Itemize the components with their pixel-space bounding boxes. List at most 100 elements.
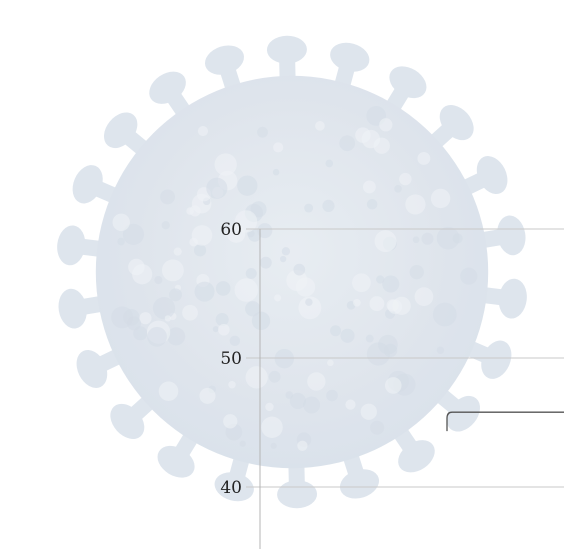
virus-texture — [326, 389, 338, 402]
virus-texture — [227, 224, 246, 243]
virus-texture — [369, 296, 385, 312]
virus-spike-head — [389, 66, 427, 99]
virus-texture — [259, 256, 272, 269]
virus-spike-head — [157, 445, 195, 478]
virus-texture — [186, 207, 194, 215]
virus-texture — [379, 118, 393, 132]
virus-texture — [327, 359, 334, 367]
virus-texture — [189, 237, 199, 247]
virus-texture — [274, 294, 282, 302]
virus-texture — [245, 268, 257, 280]
virus-texture — [228, 381, 236, 389]
virus-texture — [394, 185, 402, 193]
virus-texture — [111, 306, 134, 329]
virus-texture — [225, 423, 243, 441]
virus-texture — [245, 366, 268, 389]
virus-texture — [386, 299, 399, 312]
virus-texture — [191, 193, 212, 214]
virus-texture — [412, 236, 420, 244]
y-tick-label: 40 — [220, 478, 242, 498]
virus-texture — [374, 230, 397, 253]
virus-texture — [257, 223, 273, 239]
virus-texture — [296, 432, 312, 447]
virus-texture — [173, 247, 182, 256]
virus-texture — [293, 263, 306, 276]
virus-texture — [436, 226, 460, 250]
virus-texture — [146, 320, 171, 344]
virus-texture — [366, 106, 387, 126]
virus-illustration — [57, 35, 527, 509]
virus-texture — [285, 391, 294, 399]
virus-body — [95, 75, 489, 469]
virus-texture — [223, 414, 238, 429]
virus-spike-head — [76, 349, 108, 388]
virus-texture — [383, 343, 398, 358]
virus-texture — [307, 372, 326, 391]
virus-texture — [251, 311, 271, 331]
virus-texture — [340, 328, 355, 343]
virus-spike-head — [446, 395, 481, 432]
series-layer — [446, 411, 564, 432]
virus-texture — [384, 377, 402, 394]
virus-texture — [164, 315, 172, 322]
virus-texture — [409, 264, 424, 280]
virus-texture — [297, 440, 308, 451]
virus-texture — [225, 353, 233, 361]
virus-spike-head — [498, 278, 527, 319]
virus-texture — [289, 392, 307, 410]
virus-texture — [361, 129, 381, 149]
virus-texture — [304, 203, 314, 213]
virus-spike-head — [339, 469, 380, 499]
virus-texture — [265, 402, 274, 412]
virus-spike-head — [72, 165, 103, 204]
virus-texture — [366, 342, 391, 366]
virus-texture — [169, 312, 177, 321]
virus-texture — [250, 201, 267, 218]
virus-texture — [133, 326, 148, 341]
virus-texture — [189, 205, 201, 217]
virus-texture — [261, 416, 283, 438]
y-tick-label: 50 — [220, 349, 242, 369]
virus-texture — [237, 175, 258, 196]
virus-texture — [382, 236, 397, 251]
virus-texture — [167, 327, 186, 346]
virus-texture — [460, 267, 478, 285]
virus-texture — [191, 225, 213, 246]
virus-texture — [122, 223, 145, 245]
virus-texture — [387, 370, 410, 393]
virus-texture — [353, 298, 361, 307]
virus-texture — [352, 273, 371, 293]
virus-texture — [206, 177, 228, 199]
virus-texture — [196, 273, 210, 288]
virus-texture — [214, 153, 237, 176]
virus-texture — [132, 264, 153, 285]
virus-spike-head — [398, 440, 435, 473]
virus-texture — [199, 387, 216, 404]
virus-texture — [279, 255, 287, 263]
virus-spike-head — [214, 472, 254, 502]
virus-texture — [430, 188, 451, 209]
virus-texture — [339, 135, 356, 152]
virus-texture — [360, 403, 377, 420]
virus-texture — [345, 399, 356, 410]
y-tick-labels: 40 50 60 — [220, 220, 242, 498]
virus-texture — [346, 300, 356, 310]
virus-spike-head — [266, 35, 307, 64]
virus-texture — [215, 281, 231, 296]
virus-texture — [212, 326, 219, 333]
virus-texture — [378, 334, 398, 355]
virus-texture — [154, 276, 163, 285]
virus-texture — [325, 159, 334, 168]
virus-texture — [139, 312, 152, 325]
virus-texture — [370, 420, 385, 435]
grid — [246, 228, 564, 488]
virus-texture — [169, 288, 182, 302]
virus-texture — [274, 348, 295, 369]
virus-texture — [362, 180, 376, 194]
virus-texture — [273, 142, 284, 153]
virus-texture — [421, 232, 434, 245]
virus-texture — [229, 335, 241, 347]
virus-texture — [272, 168, 280, 176]
virus-spike-head — [476, 156, 508, 195]
